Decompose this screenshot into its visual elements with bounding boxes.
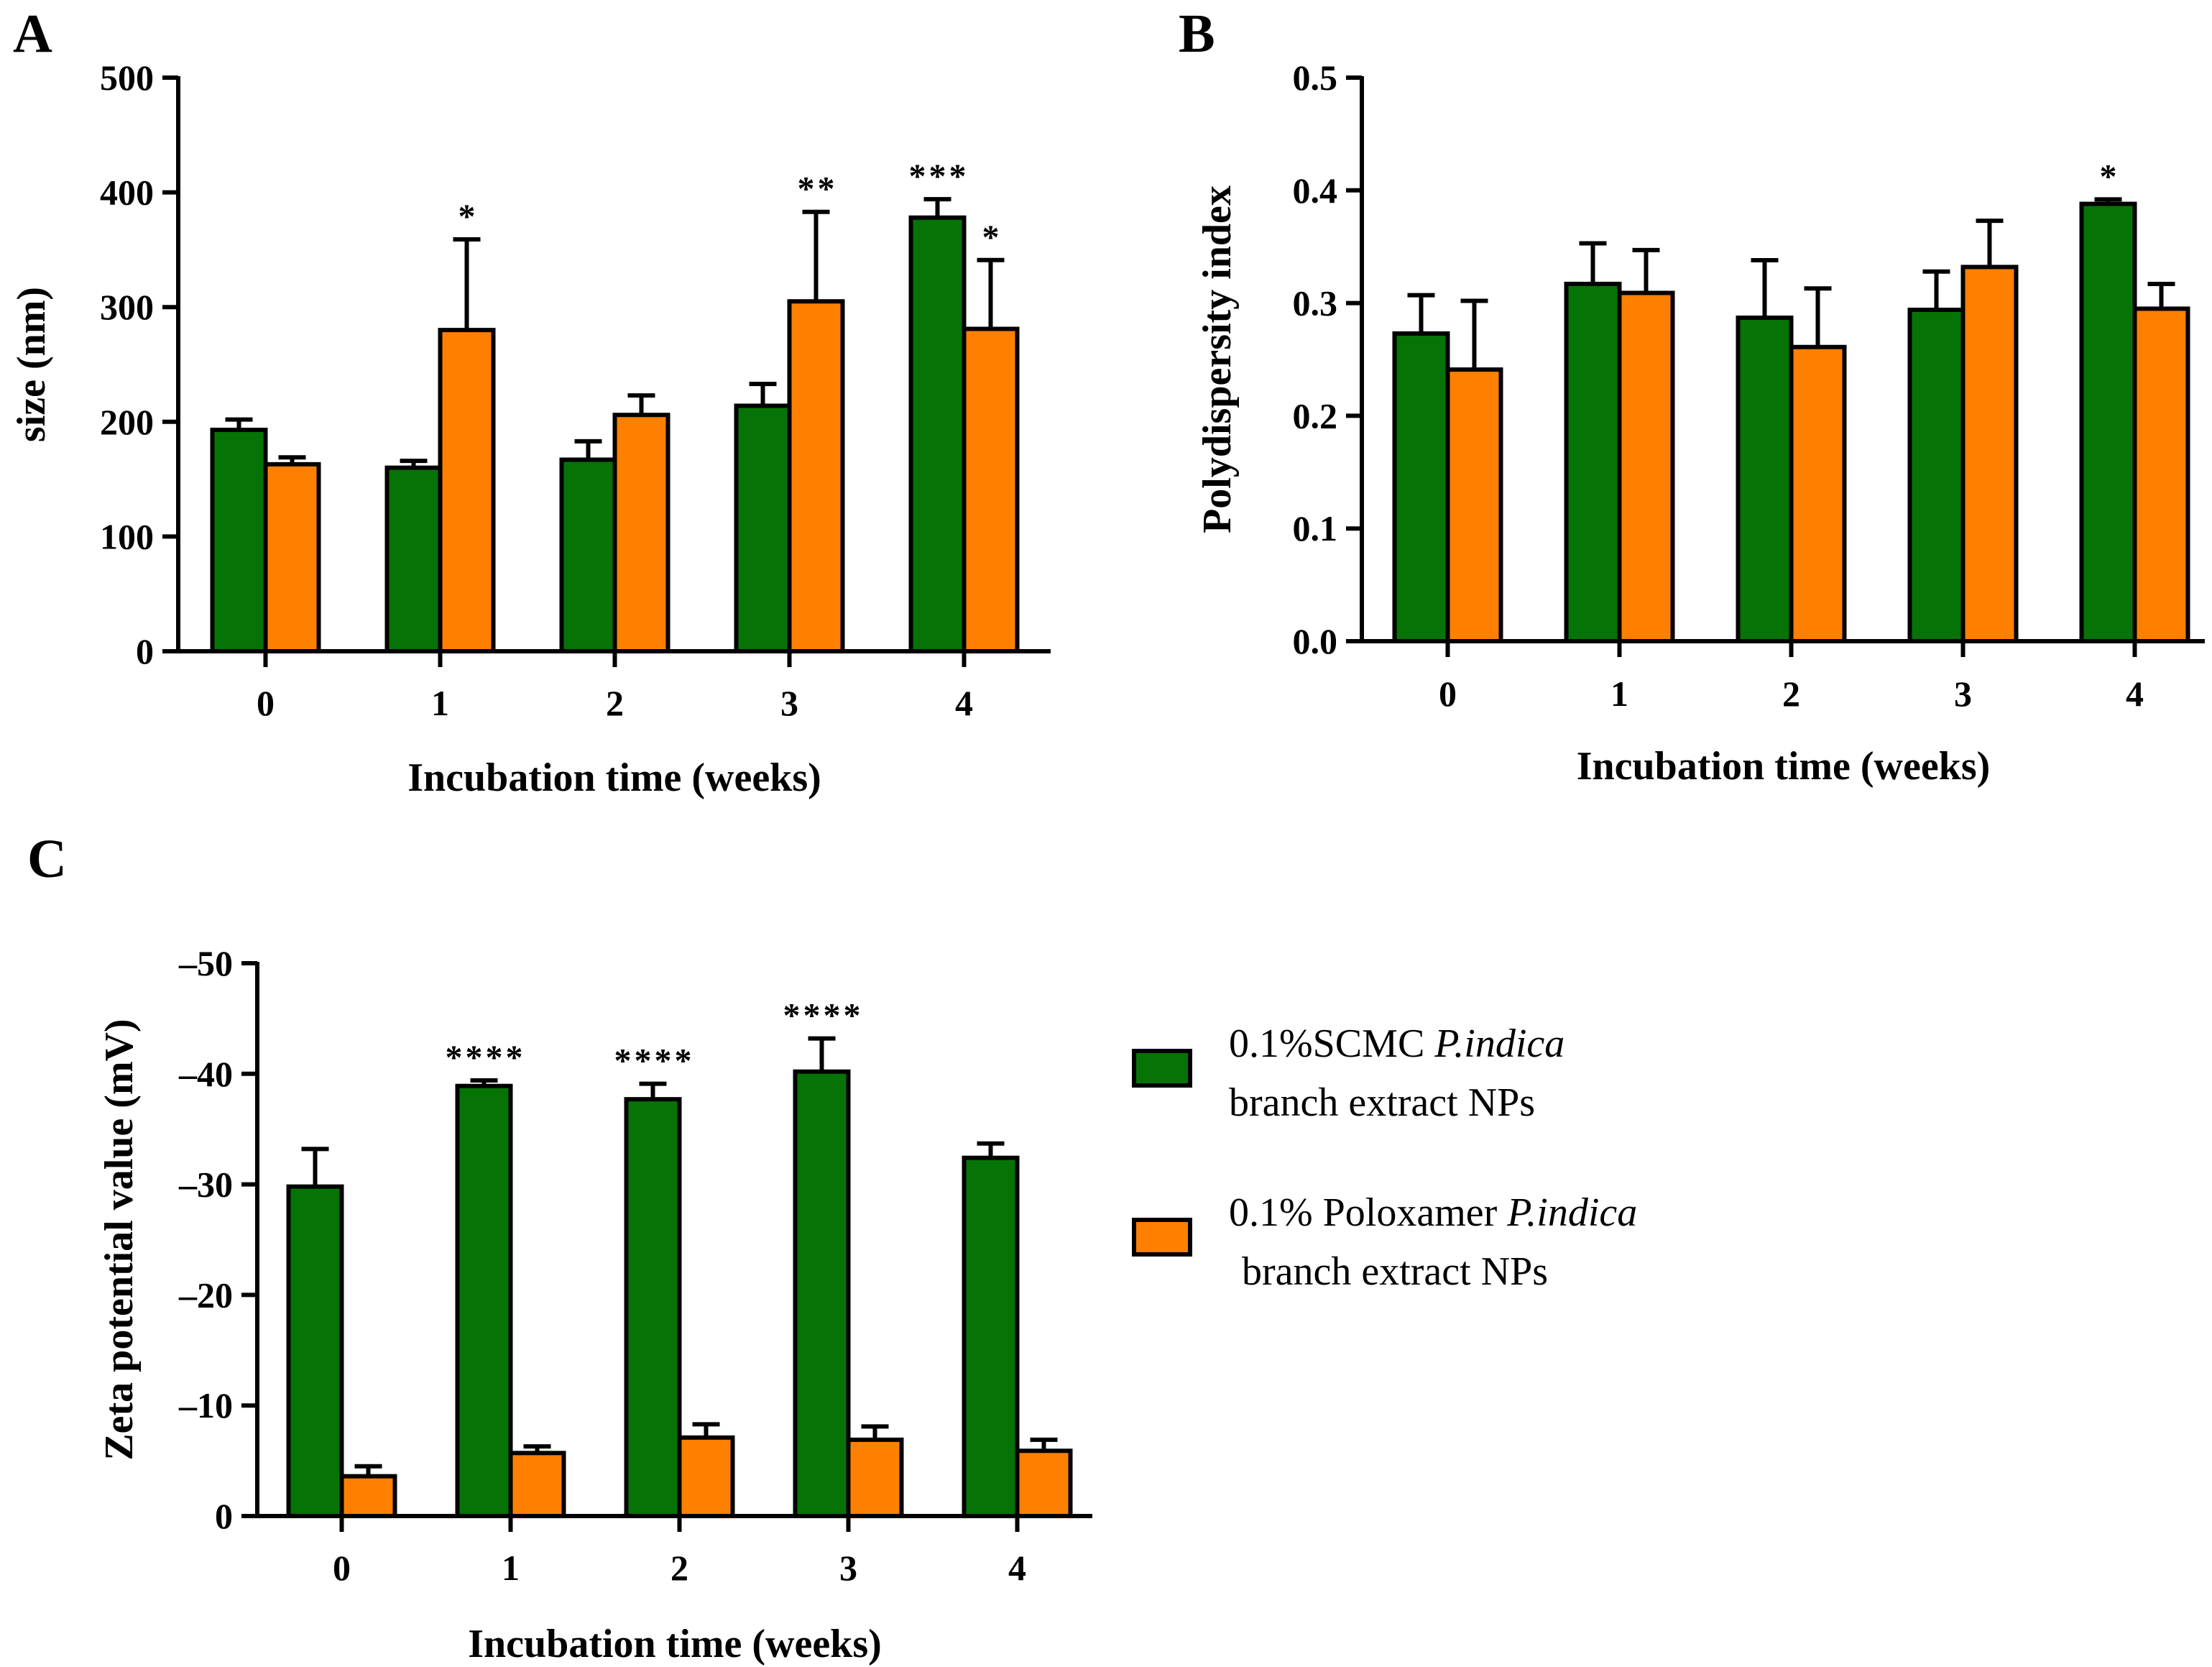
chart-a-bar-poloxamer-week-0 — [263, 461, 321, 653]
chart-c-y-tick-label: –10 — [178, 1385, 233, 1425]
chart-c-bar-poloxamer-week-0 — [339, 1474, 397, 1519]
chart-a-x-tick-label: 3 — [780, 683, 798, 723]
chart-b-bar-scmc-week-1 — [1564, 281, 1622, 643]
chart-c-y-tick-label: –40 — [178, 1054, 233, 1094]
chart-b-significance: * — [2100, 157, 2120, 196]
legend-label-scmc: 0.1%SCMC P.indica — [1229, 1021, 1564, 1066]
chart-b-bar-poloxamer-week-0 — [1445, 367, 1503, 643]
chart-a-y-axis-title: size (nm) — [9, 287, 54, 442]
chart-b-y-tick-label: 0.5 — [1293, 58, 1338, 98]
chart-c-y-tick-label: 0 — [215, 1496, 233, 1536]
chart-c-x-tick-label: 3 — [839, 1548, 857, 1588]
chart-b-y-axis-title: Polydispersity index — [1195, 185, 1240, 533]
chart-c-y-axis-title: Zeta potential value (mV) — [97, 1019, 142, 1460]
chart-b-y-tick-label: 0.1 — [1293, 508, 1338, 548]
chart-a-bar-scmc-week-4 — [908, 215, 967, 654]
chart-c-zeta-potential: 0 –10 –20 –30 –40 –50 Zeta potential value (mV… — [97, 943, 1092, 1666]
chart-a-y-tick-label: 0 — [136, 631, 154, 671]
chart-b-bar-poloxamer-week-1 — [1617, 290, 1675, 643]
chart-c-bar-scmc-week-2 — [624, 1097, 682, 1518]
chart-a-bar-scmc-week-3 — [734, 403, 792, 653]
chart-a-bar-poloxamer-week-1 — [438, 328, 496, 653]
chart-c-x-axis-title: Incubation time (weeks) — [468, 1622, 882, 1666]
panel-label-b: B — [1179, 4, 1215, 64]
chart-a-bar-scmc-week-1 — [384, 465, 443, 654]
legend-label-poloxamer-line2: branch extract NPs — [1242, 1249, 1548, 1294]
chart-c-bar-scmc-week-1 — [455, 1083, 513, 1518]
chart-b-bar-poloxamer-week-4 — [2132, 306, 2190, 643]
legend-label-scmc-line2: branch extract NPs — [1229, 1080, 1535, 1125]
chart-a-significance: *** — [909, 157, 969, 196]
chart-b-bar-scmc-week-4 — [2079, 201, 2137, 643]
chart-a-bar-poloxamer-week-4 — [962, 326, 1020, 653]
chart-c-bar-scmc-week-4 — [962, 1155, 1020, 1518]
chart-b-bar-scmc-week-3 — [1907, 308, 1966, 643]
chart-c-y-tick-label: –50 — [178, 943, 233, 983]
chart-a-y-tick-label: 500 — [100, 58, 154, 98]
chart-b-y-tick-label: 0.4 — [1293, 170, 1338, 211]
panel-label-a: A — [13, 4, 52, 64]
chart-a-significance: * — [458, 198, 479, 236]
chart-c-x-tick-label: 4 — [1008, 1548, 1026, 1588]
chart-a-size: 0 100 200 300 400 500 size (nm) Incubation time… — [9, 58, 1051, 800]
chart-c-bar-poloxamer-week-1 — [508, 1451, 566, 1518]
chart-b-bar-scmc-week-0 — [1392, 331, 1450, 643]
chart-a-bar-scmc-week-2 — [559, 457, 617, 654]
chart-c-bar-scmc-week-3 — [793, 1069, 851, 1518]
chart-b-x-tick-label: 2 — [1782, 674, 1800, 714]
chart-b-x-tick-label: 4 — [2126, 674, 2144, 714]
chart-c-y-tick-label: –20 — [178, 1275, 233, 1315]
chart-b-x-tick-label: 0 — [1439, 674, 1457, 714]
chart-a-x-tick-label: 0 — [257, 683, 275, 723]
chart-a-bar-poloxamer-week-2 — [612, 413, 670, 653]
chart-c-bar-poloxamer-week-2 — [677, 1435, 735, 1518]
chart-a-significance: ** — [798, 170, 838, 208]
chart-b-y-tick-label: 0.2 — [1293, 395, 1338, 436]
chart-a-significance: * — [982, 219, 1003, 257]
chart-a-x-tick-label: 1 — [431, 683, 449, 723]
chart-a-x-tick-label: 4 — [955, 683, 973, 723]
legend-label-poloxamer: 0.1% Poloxamer P.indica — [1229, 1190, 1637, 1235]
chart-c-bar-poloxamer-week-4 — [1015, 1448, 1073, 1519]
chart-b-x-axis-title: Incubation time (weeks) — [1577, 744, 1991, 789]
chart-a-y-tick-label: 100 — [100, 516, 154, 556]
chart-a-x-axis-title: Incubation time (weeks) — [407, 756, 821, 800]
chart-c-significance: **** — [446, 1039, 526, 1077]
chart-c-x-tick-label: 2 — [670, 1548, 688, 1588]
chart-b-y-tick-label: 0.0 — [1293, 621, 1338, 661]
panel-label-c: C — [27, 829, 67, 889]
chart-b-bar-poloxamer-week-3 — [1960, 265, 2019, 643]
legend: 0.1%SCMC P.indica branch extract NPs 0.1… — [1132, 1021, 1637, 1294]
chart-b-y-tick-label: 0.3 — [1293, 283, 1338, 323]
legend-swatch-poloxamer — [1132, 1218, 1192, 1257]
chart-c-bar-poloxamer-week-3 — [846, 1437, 904, 1519]
chart-a-bar-scmc-week-0 — [210, 427, 268, 653]
chart-c-significance: **** — [783, 997, 864, 1035]
chart-a-y-tick-label: 400 — [100, 173, 154, 213]
chart-a-y-tick-label: 200 — [100, 402, 154, 442]
chart-c-y-tick-label: –30 — [178, 1165, 233, 1205]
chart-b-bar-poloxamer-week-2 — [1789, 344, 1847, 643]
chart-c-bar-scmc-week-0 — [286, 1184, 344, 1519]
chart-a-y-tick-label: 300 — [100, 287, 154, 327]
chart-a-x-tick-label: 2 — [606, 683, 624, 723]
chart-b-polydispersity: 0.0 0.1 0.2 0.3 0.4 0.5 Polydispersity index In… — [1195, 58, 2205, 789]
chart-c-x-tick-label: 1 — [502, 1548, 520, 1588]
legend-swatch-scmc — [1132, 1049, 1192, 1088]
chart-a-bar-poloxamer-week-3 — [787, 299, 845, 653]
chart-b-x-tick-label: 3 — [1954, 674, 1972, 714]
chart-c-x-tick-label: 0 — [333, 1548, 351, 1588]
chart-b-x-tick-label: 1 — [1610, 674, 1628, 714]
chart-b-bar-scmc-week-2 — [1736, 315, 1794, 643]
chart-c-significance: **** — [614, 1042, 695, 1080]
